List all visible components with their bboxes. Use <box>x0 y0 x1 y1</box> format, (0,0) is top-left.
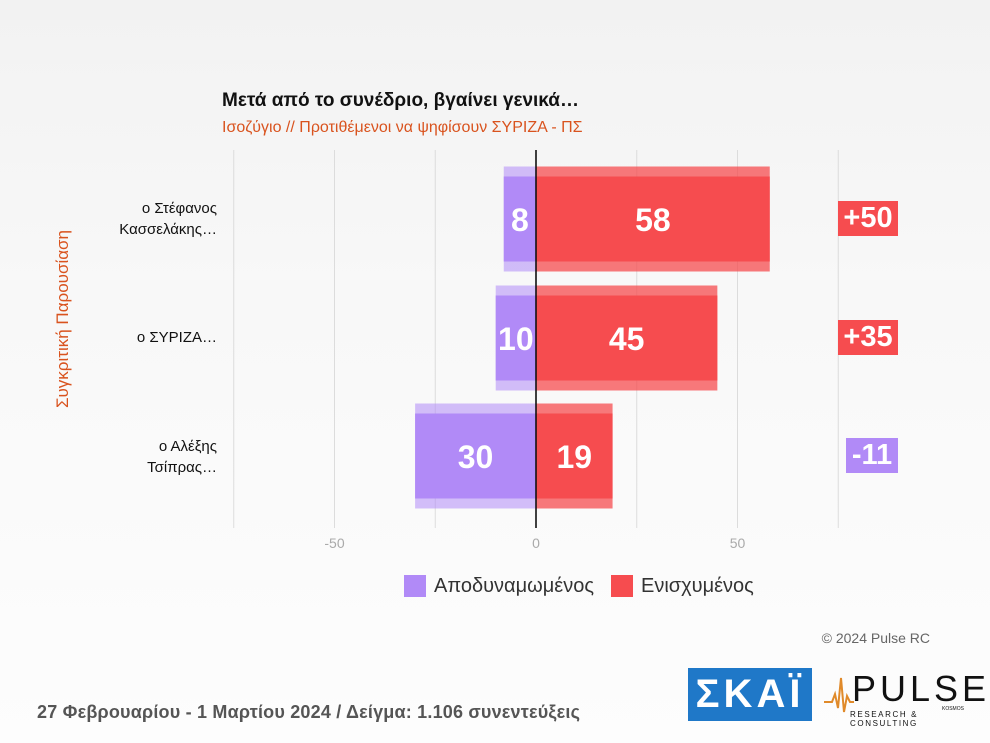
data-label-weakened: 10 <box>498 321 534 357</box>
data-label-weakened: 30 <box>458 439 494 475</box>
data-label-strengthened: 45 <box>609 321 645 357</box>
legend-swatch-weakened <box>404 575 426 597</box>
difference-badge: +50 <box>838 201 898 236</box>
bar-strengthened <box>536 413 613 499</box>
legend-label-strengthened: Ενισχυμένος <box>641 574 754 597</box>
pulse-logo-word: PULSE <box>852 668 990 709</box>
category-line: ο Αλέξης <box>158 438 217 455</box>
category-line: Κασσελάκης… <box>119 221 217 238</box>
x-tick-label: 0 <box>532 535 540 551</box>
data-label-strengthened: 58 <box>635 202 671 238</box>
bar-weakened <box>495 295 536 381</box>
legend-strengthened: Ενισχυμένος <box>611 572 754 600</box>
copyright: © 2024 Pulse RC <box>821 630 930 646</box>
bar-weakened <box>415 413 536 499</box>
pulse-wave-icon <box>824 677 854 713</box>
bar-strengthened <box>536 176 770 262</box>
category-label-tsipras: ο Αλέξης Τσίπρας… <box>7 436 217 478</box>
category-line: ο ΣΥΡΙΖΑ… <box>136 329 217 346</box>
difference-badge: -11 <box>846 438 898 473</box>
chart-title: Μετά από το συνέδριο, βγαίνει γενικά… <box>222 90 579 111</box>
pulse-logo: PULSE KOSMOS RESEARCH & CONSULTING <box>824 668 986 728</box>
pulse-logo-tag: KOSMOS <box>942 706 964 712</box>
category-label-syriza: ο ΣΥΡΙΖΑ… <box>7 327 217 348</box>
category-label-kasselakis: ο Στέφανος Κασσελάκης… <box>7 198 217 240</box>
x-tick-label: 50 <box>730 535 746 551</box>
pulse-logo-subtitle: RESEARCH & CONSULTING <box>850 710 919 728</box>
legend-swatch-strengthened <box>611 575 633 597</box>
data-label-strengthened: 19 <box>556 439 592 475</box>
difference-badge: +35 <box>838 320 898 355</box>
bar-strengthened <box>536 295 718 381</box>
survey-footer: 27 Φεβρουαρίου - 1 Μαρτίου 2024 / Δείγμα… <box>37 702 581 722</box>
data-label-weakened: 8 <box>511 202 529 238</box>
legend-label-weakened: Αποδυναμωμένος <box>434 574 594 597</box>
category-line: Τσίπρας… <box>147 459 217 476</box>
chart-subtitle: Ισοζύγιο // Προτιθέμενοι να ψηφίσουν ΣΥΡ… <box>222 119 583 136</box>
bar-weakened <box>503 176 536 262</box>
legend-weakened: Αποδυναμωμένος <box>404 572 594 600</box>
skai-logo: ΣΚΑΪ <box>688 668 812 721</box>
category-line: ο Στέφανος <box>141 200 217 217</box>
x-tick-label: -50 <box>324 535 344 551</box>
